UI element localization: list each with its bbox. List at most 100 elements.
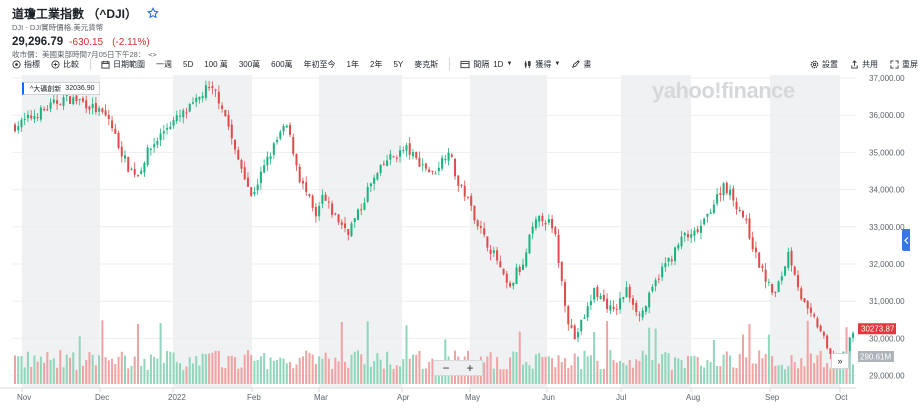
draw-button[interactable]: 畫 bbox=[571, 59, 591, 70]
volume-bar bbox=[657, 363, 660, 384]
chart-area[interactable]: 37,000.00 36,000.00 35,000.00 34,000.00 33,0… bbox=[0, 75, 924, 411]
candle bbox=[787, 251, 790, 268]
candle bbox=[796, 275, 800, 288]
volume-bar bbox=[722, 354, 725, 384]
series-legend[interactable]: ^大礦創新 32036.90 bbox=[22, 82, 100, 95]
month-band bbox=[173, 75, 252, 388]
candle bbox=[567, 306, 570, 325]
candle bbox=[557, 234, 560, 264]
close-note-text: 收市價：美國東部時間7月05日下午28： bbox=[12, 50, 146, 59]
zoom-out-button[interactable]: − bbox=[442, 361, 450, 375]
volume-bar bbox=[816, 355, 819, 384]
embed-code-icon[interactable]: <> bbox=[148, 50, 157, 59]
candle bbox=[729, 189, 732, 196]
volume-bar bbox=[512, 351, 515, 384]
candle bbox=[201, 95, 204, 99]
y-tick-label: 36,000.00 bbox=[869, 111, 905, 120]
volume-bar bbox=[369, 366, 372, 384]
volume-bar bbox=[49, 359, 52, 384]
volume-bar bbox=[486, 356, 489, 384]
volume-bar bbox=[411, 354, 414, 384]
date-range-button[interactable]: 日期範圍 bbox=[101, 59, 145, 70]
candle bbox=[204, 85, 207, 98]
candle bbox=[693, 230, 696, 236]
candle bbox=[447, 152, 450, 161]
compare-button[interactable]: 比較 bbox=[51, 59, 79, 70]
indicators-button[interactable]: 指標 bbox=[12, 59, 40, 70]
price-chart[interactable]: 37,000.00 36,000.00 35,000.00 34,000.00 33,0… bbox=[0, 75, 924, 411]
range-3m[interactable]: 300萬 bbox=[238, 59, 261, 69]
candle bbox=[767, 281, 770, 283]
candle bbox=[318, 205, 321, 217]
y-tick-label: 35,000.00 bbox=[869, 148, 905, 157]
candle bbox=[298, 166, 301, 183]
candle bbox=[321, 195, 324, 204]
candle bbox=[667, 257, 670, 262]
candle bbox=[554, 227, 557, 235]
range-1m[interactable]: 100 萬 bbox=[204, 59, 228, 69]
volume-bar bbox=[780, 364, 783, 384]
interval-select[interactable]: 間隔 1D ▼ bbox=[460, 59, 512, 70]
range-max[interactable]: 麥克斯 bbox=[414, 59, 439, 69]
range-ytd[interactable]: 年初至今 bbox=[303, 59, 336, 69]
volume-bar bbox=[85, 360, 88, 384]
expand-chevron-icon[interactable]: » bbox=[831, 353, 849, 369]
candle bbox=[593, 288, 596, 300]
candle bbox=[334, 213, 337, 215]
range-1w[interactable]: 一週 bbox=[156, 59, 172, 69]
month-band bbox=[470, 75, 547, 388]
candle bbox=[133, 168, 136, 175]
volume-bar bbox=[363, 364, 366, 384]
zoom-in-button[interactable]: + bbox=[466, 361, 474, 375]
volume-bar bbox=[813, 363, 816, 384]
volume-bar bbox=[405, 325, 408, 384]
interval-value: 1D bbox=[493, 59, 504, 69]
series-legend-value: 32036.90 bbox=[65, 85, 95, 92]
fullscreen-button[interactable]: 重屏 bbox=[890, 59, 918, 70]
range-1y[interactable]: 1年 bbox=[346, 59, 359, 69]
candle bbox=[91, 104, 94, 109]
candle bbox=[848, 337, 851, 355]
volume-bar bbox=[777, 365, 780, 384]
volume-bar bbox=[703, 367, 706, 384]
settings-button[interactable]: 設置 bbox=[810, 59, 838, 70]
volume-bar bbox=[101, 320, 104, 384]
candle bbox=[59, 104, 62, 106]
quote-header: 道瓊工業指數 （^DJI） DJI - DJI實時價格.美元貨幣 29,296.… bbox=[12, 5, 912, 60]
chart-type-select[interactable]: 獲得 ▼ bbox=[523, 59, 560, 70]
candle bbox=[94, 103, 97, 113]
volume-bar bbox=[159, 323, 162, 384]
candle bbox=[227, 114, 230, 127]
volume-bar bbox=[754, 363, 757, 384]
volume-bar bbox=[386, 351, 389, 384]
star-icon[interactable] bbox=[147, 7, 159, 19]
candle bbox=[363, 202, 366, 210]
candle bbox=[819, 325, 822, 332]
share-button[interactable]: 共用 bbox=[850, 59, 878, 70]
range-2y[interactable]: 2年 bbox=[369, 59, 383, 69]
candle bbox=[654, 280, 657, 287]
interval-label: 間隔 bbox=[473, 59, 490, 69]
chart-type-label: 獲得 bbox=[535, 59, 552, 69]
candle bbox=[709, 212, 712, 215]
volume-bar bbox=[360, 354, 363, 384]
candle bbox=[418, 157, 421, 167]
volume-bar bbox=[848, 351, 851, 384]
range-5y[interactable]: 5Y bbox=[393, 59, 404, 69]
volume-bar bbox=[43, 362, 46, 384]
candle bbox=[149, 148, 152, 150]
volume-bar bbox=[230, 355, 233, 384]
range-6m[interactable]: 600萬 bbox=[271, 59, 293, 69]
candle bbox=[771, 283, 774, 293]
volume-bar bbox=[534, 354, 537, 384]
volume-bar bbox=[674, 357, 677, 384]
volume-bar bbox=[570, 365, 573, 384]
volume-bar bbox=[809, 353, 812, 384]
range-5d[interactable]: 5D bbox=[183, 59, 194, 69]
volume-bar bbox=[767, 334, 770, 384]
side-panel-toggle[interactable] bbox=[902, 229, 910, 251]
volume-bar bbox=[289, 362, 292, 384]
volume-bar bbox=[250, 354, 253, 384]
candle bbox=[651, 286, 654, 292]
volume-bar bbox=[599, 369, 602, 384]
